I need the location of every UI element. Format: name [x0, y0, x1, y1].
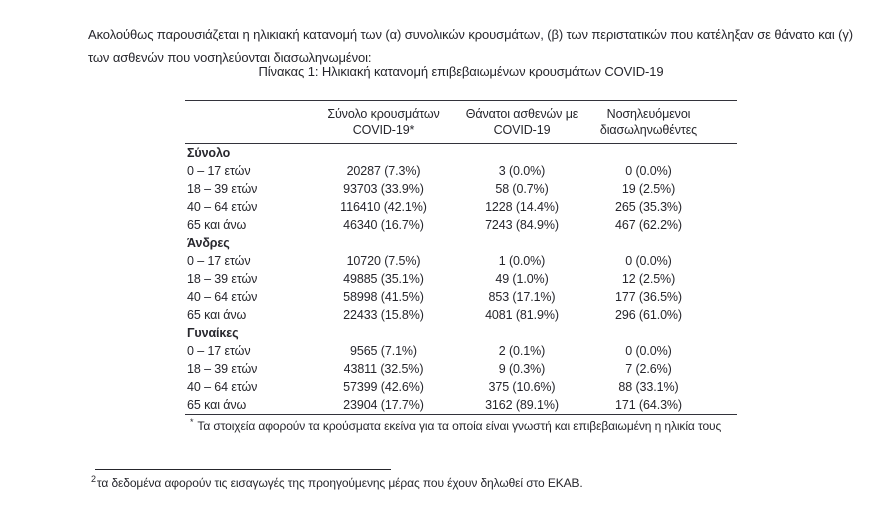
deaths-cell: 1 (0.0%) [498, 254, 546, 268]
age-cell: 18 – 39 ετών [187, 182, 258, 196]
age-cell: 0 – 17 ετών [187, 344, 251, 358]
deaths-cell: 853 (17.1%) [488, 290, 556, 304]
table-row: 18 – 39 ετών 49885 (35.1%) 49 (1.0%) 12 … [185, 270, 737, 288]
age-cell: 65 και άνω [187, 308, 247, 322]
page-footnote: 2τα δεδομένα αφορούν τις εισαγωγές της π… [91, 474, 651, 490]
page-footnote-text: τα δεδομένα αφορούν τις εισαγωγές της πρ… [96, 476, 583, 490]
cases-cell: 58998 (41.5%) [343, 290, 424, 304]
table-row: 65 και άνω 23904 (17.7%) 3162 (89.1%) 17… [185, 396, 737, 415]
cases-cell: 20287 (7.3%) [346, 164, 421, 178]
cases-cell: 22433 (15.8%) [343, 308, 424, 322]
intro-paragraph: Ακολούθως παρουσιάζεται η ηλικιακή καταν… [88, 27, 854, 65]
table-row: 18 – 39 ετών 43811 (32.5%) 9 (0.3%) 7 (2… [185, 360, 737, 378]
cases-cell: 9565 (7.1%) [350, 344, 417, 358]
cases-cell: 116410 (42.1%) [340, 200, 427, 214]
deaths-cell: 375 (10.6%) [488, 380, 556, 394]
intubated-cell: 467 (62.2%) [615, 218, 682, 232]
deaths-cell: 58 (0.7%) [495, 182, 549, 196]
header-deaths: Θάνατοι ασθενών με COVID-19 [456, 100, 588, 144]
intubated-cell: 0 (0.0%) [625, 164, 672, 178]
intubated-cell: 171 (64.3%) [615, 398, 682, 412]
section-row-women: Γυναίκες [185, 324, 737, 342]
section-label: Άνδρες [187, 236, 230, 250]
deaths-cell: 3 (0.0%) [498, 164, 546, 178]
age-cell: 40 – 64 ετών [187, 380, 258, 394]
deaths-cell: 49 (1.0%) [495, 272, 549, 286]
table-footnote: * Τα στοιχεία αφορούν τα κρούσματα εκείνα… [185, 417, 737, 433]
table-row: 18 – 39 ετών 93703 (33.9%) 58 (0.7%) 19 … [185, 180, 737, 198]
section-row-men: Άνδρες [185, 234, 737, 252]
cases-cell: 43811 (32.5%) [343, 362, 424, 376]
header-row: Σύνολο κρουσμάτων COVID-19* Θάνατοι ασθε… [185, 100, 737, 144]
intubated-cell: 12 (2.5%) [621, 272, 676, 286]
deaths-cell: 9 (0.3%) [498, 362, 546, 376]
section-row-total: Σύνολο [185, 144, 737, 163]
section-label: Γυναίκες [187, 326, 239, 340]
table-row: 40 – 64 ετών 116410 (42.1%) 1228 (14.4%)… [185, 198, 737, 216]
intubated-cell: 88 (33.1%) [618, 380, 679, 394]
age-cell: 40 – 64 ετών [187, 200, 258, 214]
intubated-cell: 19 (2.5%) [621, 182, 676, 196]
table-row: 65 και άνω 46340 (16.7%) 7243 (84.9%) 46… [185, 216, 737, 234]
header-empty-cell [185, 100, 311, 144]
age-cell: 65 και άνω [187, 398, 247, 412]
header-total-cases: Σύνολο κρουσμάτων COVID-19* [311, 100, 456, 144]
age-cell: 18 – 39 ετών [187, 362, 258, 376]
footnote-asterisk: * [190, 417, 194, 427]
footnote-text: Τα στοιχεία αφορούν τα κρούσματα εκείνα … [197, 419, 722, 433]
intubated-cell: 177 (36.5%) [615, 290, 682, 304]
table-row: 0 – 17 ετών 9565 (7.1%) 2 (0.1%) 0 (0.0%… [185, 342, 737, 360]
age-cell: 65 και άνω [187, 218, 247, 232]
deaths-cell: 4081 (81.9%) [485, 308, 559, 322]
cases-cell: 10720 (7.5%) [346, 254, 421, 268]
intubated-cell: 296 (61.0%) [615, 308, 682, 322]
age-cell: 40 – 64 ετών [187, 290, 258, 304]
intubated-cell: 0 (0.0%) [625, 254, 672, 268]
table-row: 40 – 64 ετών 57399 (42.6%) 375 (10.6%) 8… [185, 378, 737, 396]
cases-cell: 49885 (35.1%) [343, 272, 424, 286]
section-label: Σύνολο [187, 146, 231, 160]
footnote-separator-line [95, 469, 391, 470]
table-title: Πίνακας 1: Ηλικιακή κατανομή επιβεβαιωμέ… [258, 64, 664, 79]
intubated-cell: 0 (0.0%) [625, 344, 672, 358]
header-intubated: Νοσηλευόμενοι διασωληνωθέντες [588, 100, 737, 144]
cases-cell: 23904 (17.7%) [343, 398, 424, 412]
footnote-number: 2 [91, 474, 96, 484]
covid-age-distribution-table: Σύνολο κρουσμάτων COVID-19* Θάνατοι ασθε… [185, 100, 737, 415]
cases-cell: 46340 (16.7%) [343, 218, 424, 232]
table-row: 0 – 17 ετών 10720 (7.5%) 1 (0.0%) 0 (0.0… [185, 252, 737, 270]
table-row: 40 – 64 ετών 58998 (41.5%) 853 (17.1%) 1… [185, 288, 737, 306]
deaths-cell: 1228 (14.4%) [485, 200, 559, 214]
deaths-cell: 3162 (89.1%) [485, 398, 559, 412]
table-row: 0 – 17 ετών 20287 (7.3%) 3 (0.0%) 0 (0.0… [185, 162, 737, 180]
age-cell: 0 – 17 ετών [187, 254, 251, 268]
table-row: 65 και άνω 22433 (15.8%) 4081 (81.9%) 29… [185, 306, 737, 324]
cases-cell: 57399 (42.6%) [343, 380, 424, 394]
age-cell: 0 – 17 ετών [187, 164, 251, 178]
age-cell: 18 – 39 ετών [187, 272, 258, 286]
cases-cell: 93703 (33.9%) [343, 182, 424, 196]
intubated-cell: 265 (35.3%) [615, 200, 682, 214]
deaths-cell: 2 (0.1%) [498, 344, 546, 358]
deaths-cell: 7243 (84.9%) [485, 218, 559, 232]
intubated-cell: 7 (2.6%) [625, 362, 672, 376]
